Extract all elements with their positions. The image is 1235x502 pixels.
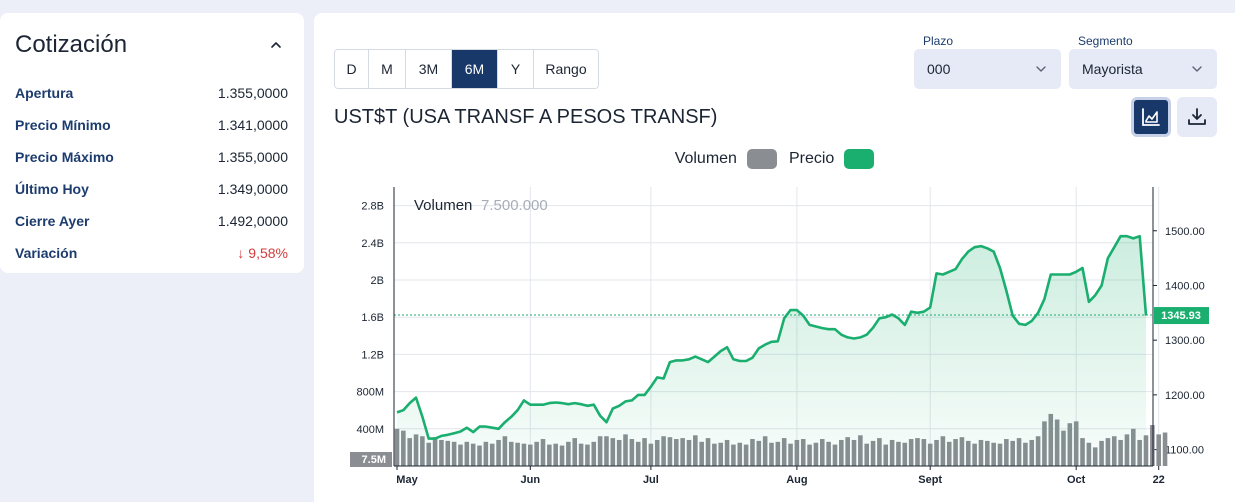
legend-item-volumen[interactable]: Volumen [675,149,777,169]
quote-row-ultimo-hoy: Último Hoy 1.349,0000 [15,173,288,205]
chart-legend: Volumen Precio [314,149,1235,169]
right-axis-tick-label: 1400.00 [1165,280,1205,292]
right-axis-tick-label: 1300.00 [1165,335,1205,347]
quote-label: Variación [15,245,78,261]
quote-label: Apertura [15,85,74,101]
right-axis-tick-label: 1100.00 [1165,445,1204,457]
segmento-value: Mayorista [1082,61,1143,77]
x-axis-tick-label: Jun [521,474,541,486]
collapse-chevron-up-icon[interactable] [264,33,288,57]
quote-value: 1.341,0000 [217,117,288,133]
legend-item-precio[interactable]: Precio [788,149,875,169]
quote-value: 1.355,0000 [217,85,288,101]
quote-label: Precio Mínimo [15,117,111,133]
price-line [396,234,1148,440]
range-selector: D M 3M 6M Y Rango [334,49,599,89]
download-icon [1188,108,1206,125]
left-axis-tick-label: 1.6B [361,312,384,324]
range-button-6m[interactable]: 6M [452,50,498,88]
range-button-y[interactable]: Y [498,50,534,88]
range-button-m[interactable]: M [369,50,406,88]
chart-type-button[interactable] [1131,97,1171,137]
x-axis-tick-label: Aug [786,474,807,486]
quote-header: Cotización [15,13,288,77]
legend-swatch-precio [844,149,875,169]
segmento-select[interactable]: Mayorista [1069,49,1217,89]
quote-row-precio-maximo: Precio Máximo 1.355,0000 [15,141,288,173]
quote-row-apertura: Apertura 1.355,0000 [15,77,288,109]
quote-label: Último Hoy [15,181,89,197]
variation-value: ↓ 9,58% [237,245,288,261]
x-axis-tick-label: Sept [918,474,942,486]
quote-label: Cierre Ayer [15,213,90,229]
last-price-label: 1345.93 [1161,310,1201,322]
last-price-badge [1154,307,1209,325]
plazo-field: Plazo 000 [914,34,1061,89]
quote-label: Precio Máximo [15,149,114,165]
x-axis-tick-label: Jul [643,474,659,486]
volume-caption-value: 7.500.000 [481,197,548,214]
x-axis-tick-label: 22 [1153,474,1165,486]
quote-row-precio-minimo: Precio Mínimo 1.341,0000 [15,109,288,141]
quote-row-cierre-ayer: Cierre Ayer 1.492,0000 [15,205,288,237]
left-axis-tick-label: 400M [356,424,384,436]
left-axis-min-label: 7.5M [362,454,386,466]
chart-title: UST$T (USA TRANSF A PESOS TRANSF) [334,106,718,128]
plazo-label: Plazo [923,34,954,48]
legend-label: Volumen [674,150,737,167]
left-axis-tick-label: 800M [356,387,384,399]
left-axis-tick-label: 2B [371,275,384,287]
segmento-field: Segmento Mayorista [1069,34,1217,89]
left-axis-min-box [350,452,392,467]
right-axis-tick-label: 1200.00 [1165,390,1205,402]
quote-value: 1.355,0000 [217,149,288,165]
volume-caption: Volumen [414,197,472,214]
price-area [397,236,1146,466]
volume-bar [1156,434,1161,466]
x-axis-tick-label: Oct [1067,474,1086,486]
plazo-value: 000 [927,61,951,77]
quote-row-variacion: Variación ↓ 9,58% [15,237,288,269]
chevron-down-icon [1192,66,1202,72]
area-chart-icon [1142,108,1160,126]
plazo-select[interactable]: 000 [914,49,1061,89]
price-volume-chart[interactable]: 400M 800M 1.2B 1.6B 2B 2.4B 2.8B 7.5M May Jun Jul A… [314,183,1235,502]
legend-label: Precio [788,150,835,167]
left-axis-tick-label: 2.4B [361,238,384,250]
quote-panel: Cotización Apertura 1.355,0000 Precio Mí… [0,13,304,273]
chevron-down-icon [1036,66,1046,72]
volume-bar [1162,432,1168,466]
segmento-label: Segmento [1078,34,1133,48]
legend-swatch-volumen [746,149,777,169]
range-button-d[interactable]: D [335,50,369,88]
right-axis-tick-label: 1500.00 [1165,226,1205,238]
quote-title: Cotización [15,31,128,58]
download-button[interactable] [1177,97,1217,137]
quote-value: 1.492,0000 [217,213,288,229]
left-axis-tick-label: 2.8B [361,201,384,213]
range-button-rango[interactable]: Rango [534,50,598,88]
range-button-3m[interactable]: 3M [406,50,452,88]
left-axis-tick-label: 1.2B [361,349,384,361]
chart-panel: D M 3M 6M Y Rango Plazo 000 Segmento May… [314,13,1235,502]
x-axis-tick-label: May [396,474,418,486]
quote-value: 1.349,0000 [217,181,288,197]
volume-bar [1150,425,1155,466]
